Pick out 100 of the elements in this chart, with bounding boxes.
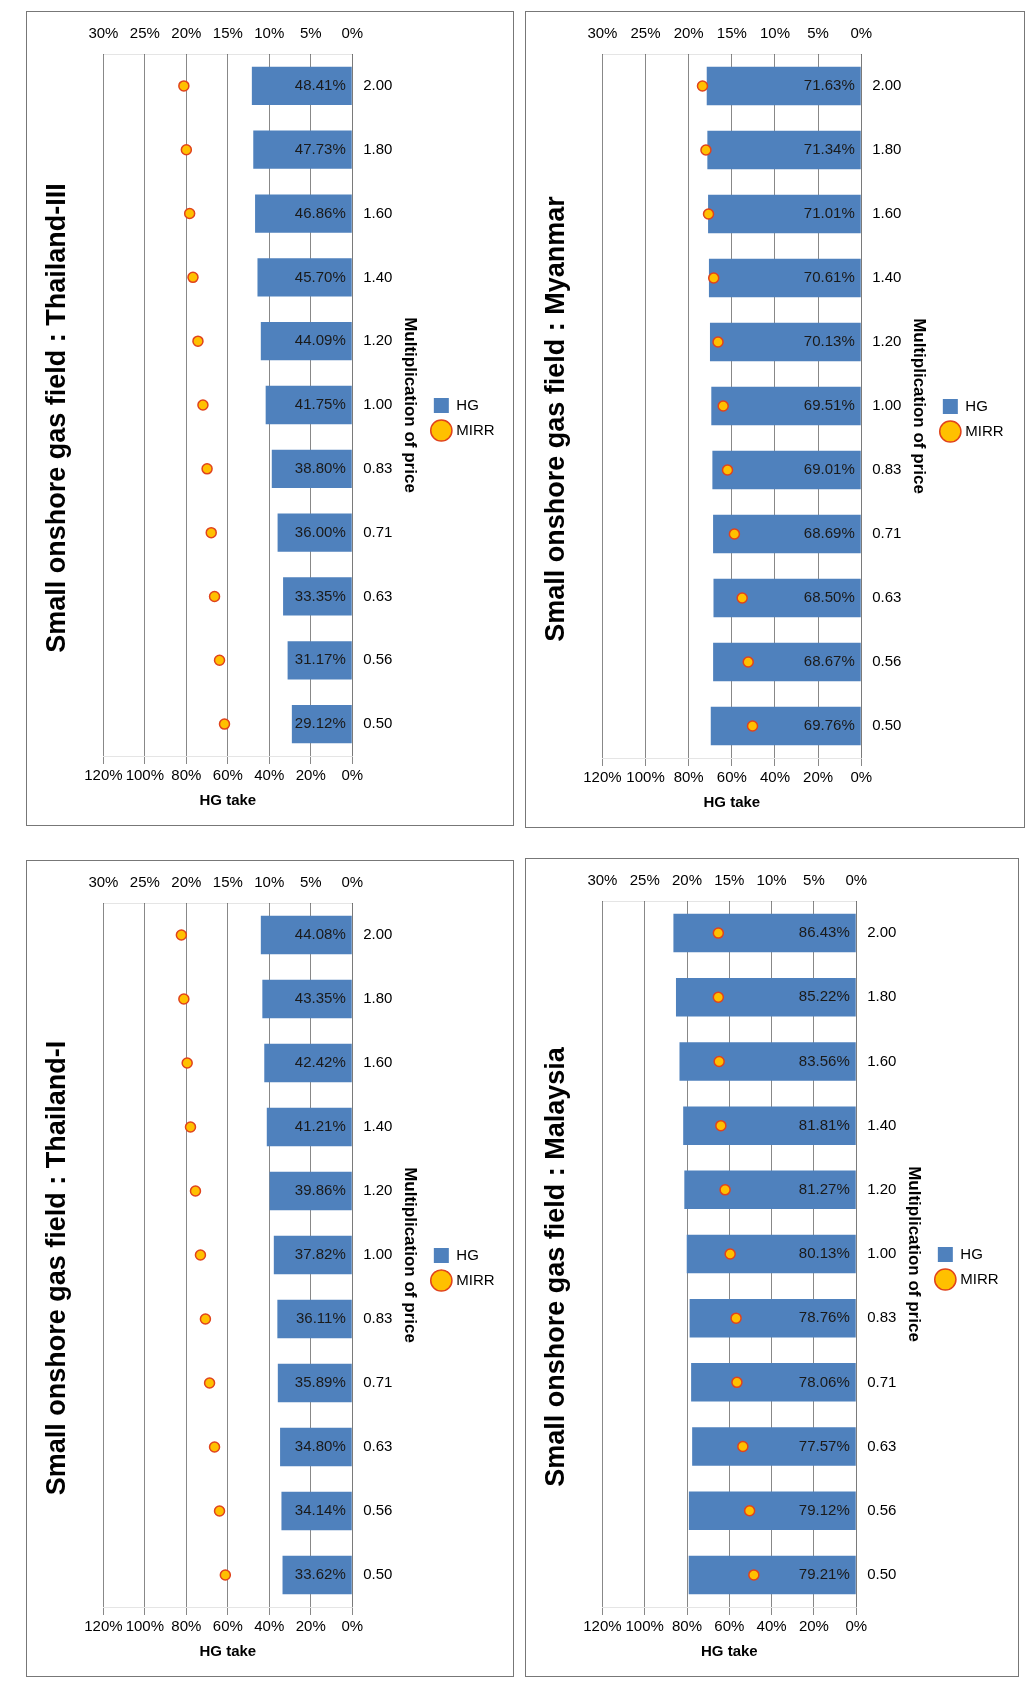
bar bbox=[283, 577, 352, 616]
bar bbox=[691, 1363, 856, 1402]
bar bbox=[684, 1170, 856, 1210]
data-label: 77.57% bbox=[798, 1436, 850, 1454]
x2-tick-label: 20% bbox=[171, 24, 202, 42]
x2-tick-label: 30% bbox=[88, 24, 119, 42]
y-axis-title: Multiplication of price bbox=[904, 1166, 924, 1342]
x2-tick-label: 30% bbox=[587, 24, 618, 42]
x2-tick-label: 20% bbox=[171, 873, 202, 891]
point bbox=[205, 526, 217, 539]
text: Small onshore gas field : Thailand-III bbox=[40, 183, 71, 653]
x-tick-label: 120% bbox=[84, 766, 123, 784]
bar bbox=[673, 913, 856, 953]
x-tick-label: 0% bbox=[850, 768, 873, 786]
x-tick-label: 60% bbox=[212, 1617, 243, 1635]
bar bbox=[253, 130, 352, 169]
y-tick-label: 1.40 bbox=[872, 268, 902, 286]
data-label: 70.13% bbox=[803, 332, 855, 350]
bar bbox=[277, 1299, 352, 1339]
x2-tick-label: 0% bbox=[341, 24, 364, 42]
data-label: 78.76% bbox=[798, 1308, 850, 1326]
data-label: 38.80% bbox=[294, 458, 346, 476]
y-tick-label: 1.00 bbox=[867, 1244, 897, 1262]
x-tick-label: 0% bbox=[845, 1617, 868, 1635]
x-tick-label: 40% bbox=[756, 1617, 787, 1635]
x-tick-label: 80% bbox=[673, 768, 704, 786]
y-tick-label: 0.71 bbox=[867, 1372, 897, 1390]
y-tick-label: 0.56 bbox=[363, 650, 393, 668]
x-tick-label: 0% bbox=[341, 1617, 364, 1635]
data-label: 44.08% bbox=[294, 925, 346, 943]
data-label: 43.35% bbox=[294, 989, 346, 1007]
y-tick-label: 0.50 bbox=[363, 1565, 393, 1583]
y-tick-label: 1.00 bbox=[363, 1245, 393, 1263]
x-tick-label: 40% bbox=[254, 1617, 285, 1635]
x2-tick-label: 10% bbox=[756, 871, 787, 889]
y-tick-label: 1.20 bbox=[363, 331, 393, 349]
bar bbox=[689, 1298, 856, 1338]
data-label: 68.50% bbox=[803, 588, 855, 606]
x-tick-label: 120% bbox=[84, 1617, 123, 1635]
x-tick-label: 120% bbox=[583, 768, 622, 786]
point bbox=[696, 80, 709, 92]
y-tick-label: 0.50 bbox=[872, 716, 902, 734]
x-tick-label: 0% bbox=[341, 766, 364, 784]
data-label: 71.63% bbox=[803, 76, 855, 94]
x-tick-label: 40% bbox=[254, 766, 285, 784]
point bbox=[713, 1055, 725, 1068]
point bbox=[746, 720, 759, 732]
point bbox=[192, 335, 204, 347]
y-tick-label: 0.63 bbox=[872, 588, 902, 606]
data-label: 41.21% bbox=[294, 1117, 346, 1135]
point bbox=[194, 1249, 207, 1261]
y-tick-label: 0.83 bbox=[872, 460, 902, 478]
data-label: 35.89% bbox=[294, 1373, 346, 1391]
x-tick-label: 80% bbox=[171, 1617, 202, 1635]
legend-label: HG bbox=[965, 396, 988, 414]
y-tick-label: 0.56 bbox=[872, 652, 902, 670]
point bbox=[180, 143, 193, 156]
x2-tick-label: 25% bbox=[630, 24, 661, 42]
point bbox=[742, 656, 754, 668]
y-tick-label: 0.63 bbox=[363, 1437, 393, 1455]
x2-tick-label: 0% bbox=[845, 871, 868, 889]
data-label: 69.76% bbox=[803, 716, 855, 734]
data-label: 80.13% bbox=[798, 1244, 850, 1262]
y-tick-label: 1.20 bbox=[363, 1181, 393, 1199]
y-tick-label: 2.00 bbox=[363, 76, 393, 94]
y-tick-label: 1.60 bbox=[867, 1051, 897, 1069]
x2-tick-label: 10% bbox=[254, 873, 285, 891]
y-tick-label: 1.80 bbox=[363, 139, 393, 157]
data-label: 34.80% bbox=[294, 1437, 346, 1455]
x-tick-label: 60% bbox=[716, 768, 747, 786]
x-axis-title: HG take bbox=[199, 1642, 257, 1660]
point bbox=[187, 271, 199, 284]
point bbox=[178, 993, 190, 1005]
y-tick-label: 0.71 bbox=[872, 524, 902, 542]
y-tick-label: 0.83 bbox=[363, 1309, 393, 1327]
point bbox=[712, 991, 725, 1004]
legend-label: MIRR bbox=[456, 420, 495, 438]
bar bbox=[683, 1106, 856, 1145]
point bbox=[712, 927, 725, 939]
point bbox=[175, 929, 188, 941]
data-label: 69.51% bbox=[803, 396, 855, 414]
bar bbox=[686, 1234, 856, 1274]
point bbox=[736, 592, 748, 604]
y-tick-label: 1.20 bbox=[867, 1179, 897, 1197]
data-label: 36.00% bbox=[294, 522, 346, 540]
bar bbox=[277, 513, 352, 552]
x2-tick-label: 0% bbox=[850, 24, 873, 42]
y-axis-title: Multiplication of price bbox=[909, 318, 929, 494]
text: Small onshore gas field : Myanmar bbox=[539, 195, 570, 642]
x-axis-title: HG take bbox=[199, 791, 257, 809]
point bbox=[189, 1185, 202, 1197]
x2-tick-label: 10% bbox=[759, 24, 790, 42]
x-tick-label: 80% bbox=[171, 766, 202, 784]
x2-tick-label: 20% bbox=[673, 24, 704, 42]
x2-tick-label: 5% bbox=[803, 871, 825, 889]
data-label: 83.56% bbox=[798, 1051, 850, 1069]
data-label: 39.86% bbox=[294, 1181, 346, 1199]
data-label: 86.43% bbox=[798, 923, 850, 941]
x2-tick-label: 5% bbox=[299, 24, 322, 42]
legend-label: HG bbox=[456, 395, 479, 413]
